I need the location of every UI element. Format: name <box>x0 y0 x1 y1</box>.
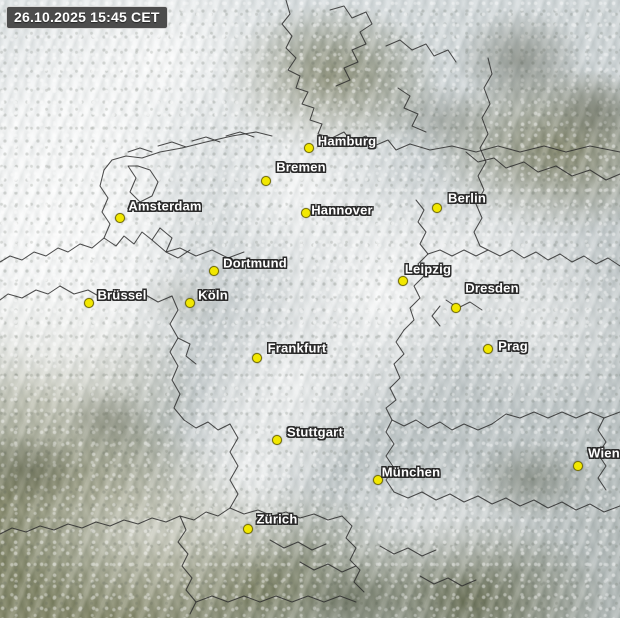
city-dot-icon <box>115 213 125 223</box>
city-label: Frankfurt <box>267 340 327 356</box>
timestamp-label: 26.10.2025 15:45 CET <box>6 6 168 29</box>
city-label: Bremen <box>276 159 326 175</box>
city-label: Zürich <box>256 511 298 527</box>
city-dot-icon <box>301 208 311 218</box>
city-label: Dresden <box>465 280 519 296</box>
city-dot-icon <box>209 266 219 276</box>
city-label: Hamburg <box>317 133 377 149</box>
city-dot-icon <box>272 435 282 445</box>
city-label: Leipzig <box>404 261 452 277</box>
city-label: Amsterdam <box>128 198 202 214</box>
city-label: Hannover <box>311 202 373 218</box>
city-dot-icon <box>373 475 383 485</box>
city-dot-icon <box>261 176 271 186</box>
city-label: Wien <box>588 445 620 461</box>
city-label: München <box>381 464 441 480</box>
city-dot-icon <box>84 298 94 308</box>
city-label: Prag <box>498 338 528 354</box>
city-dot-icon <box>252 353 262 363</box>
city-dot-icon <box>483 344 493 354</box>
city-dot-icon <box>451 303 461 313</box>
city-label: Köln <box>198 287 228 303</box>
city-dot-icon <box>573 461 583 471</box>
city-dot-icon <box>398 276 408 286</box>
city-label: Dortmund <box>223 255 287 271</box>
city-dot-icon <box>185 298 195 308</box>
city-dot-icon <box>432 203 442 213</box>
city-label: Berlin <box>447 190 487 206</box>
city-dot-icon <box>304 143 314 153</box>
city-label: Brüssel <box>97 287 147 303</box>
city-label: Stuttgart <box>287 424 343 440</box>
city-dot-icon <box>243 524 253 534</box>
